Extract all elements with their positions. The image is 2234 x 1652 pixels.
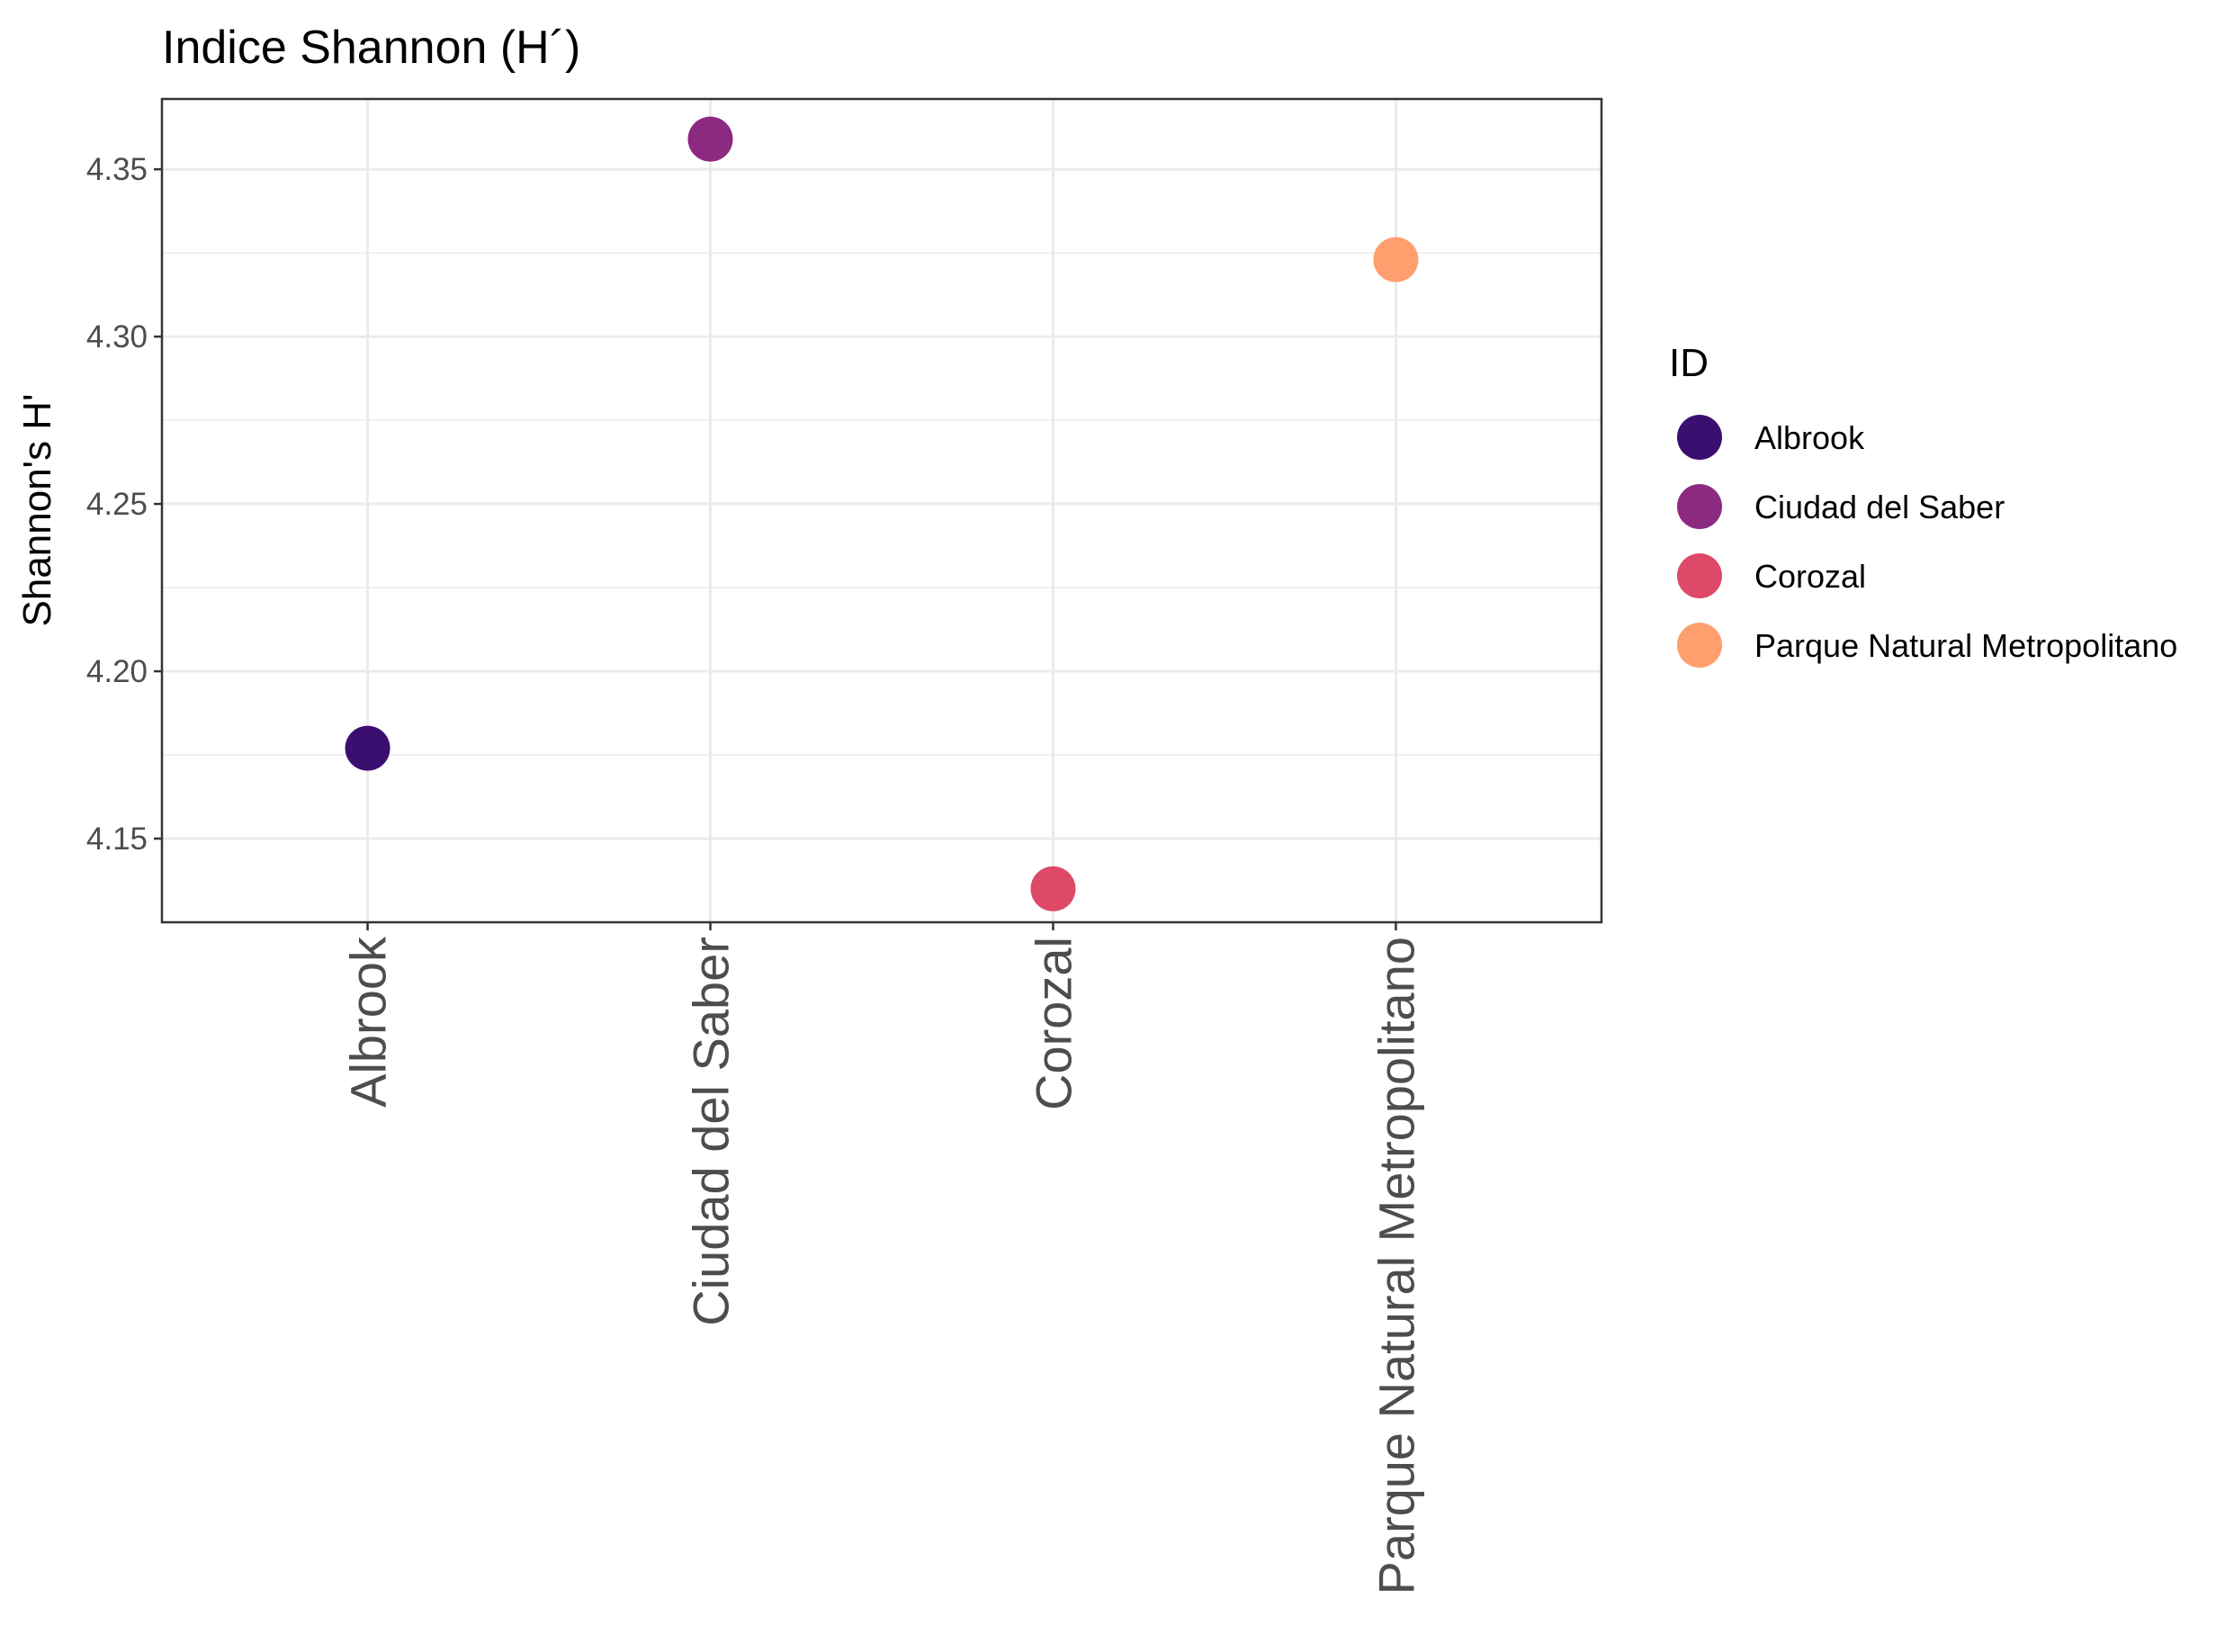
y-tick-label: 4.20 [86, 654, 148, 689]
legend-key [1677, 553, 1722, 598]
x-tick-label: Albrook [340, 936, 397, 1108]
y-axis-label: Shannon's H' [15, 394, 59, 627]
legend-label: Ciudad del Saber [1754, 489, 2005, 525]
y-axis: 4.15 4.20 4.25 4.30 4.35 [86, 152, 162, 857]
data-point [687, 116, 733, 162]
data-point [1373, 237, 1419, 283]
x-axis: Albrook Ciudad del Saber Corozal Parque Nat… [340, 922, 1424, 1595]
data-points [345, 116, 1419, 911]
panel-border [160, 97, 1603, 924]
y-tick-label: 4.25 [86, 487, 148, 522]
chart-title: Indice Shannon (H´) [162, 22, 580, 74]
legend-label: Corozal [1754, 558, 1866, 595]
legend-key [1677, 415, 1722, 460]
x-tick-label: Ciudad del Saber [683, 937, 740, 1326]
y-tick-label: 4.30 [86, 319, 148, 355]
legend-key [1677, 484, 1722, 529]
x-tick-label: Parque Natural Metropolitano [1368, 937, 1424, 1595]
legend-key [1677, 623, 1722, 668]
data-point [1030, 866, 1076, 911]
legend: ID Albrook Ciudad del Saber Corozal Parque … [1669, 341, 2177, 668]
data-point [345, 725, 390, 771]
legend-label: Albrook [1754, 419, 1865, 456]
grid-lines [162, 99, 1601, 922]
y-tick-label: 4.15 [86, 822, 148, 857]
x-tick-label: Corozal [1025, 937, 1081, 1110]
legend-title: ID [1669, 341, 1709, 385]
y-tick-label: 4.35 [86, 152, 148, 187]
legend-label: Parque Natural Metropolitano [1754, 627, 2177, 664]
